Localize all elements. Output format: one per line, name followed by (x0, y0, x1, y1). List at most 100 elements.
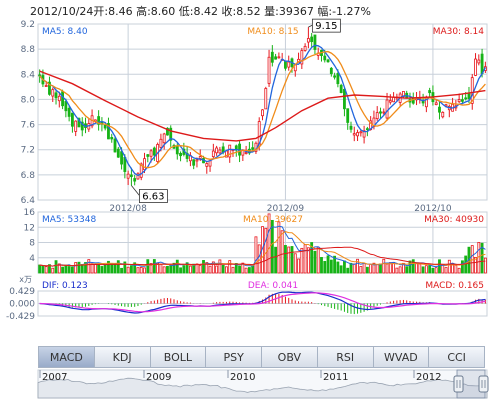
candle-body (428, 90, 432, 94)
candle-body (333, 75, 337, 78)
tab-rsi[interactable]: RSI (317, 346, 374, 368)
ma30-line (39, 70, 486, 142)
candle-body (61, 91, 64, 107)
candle-body (97, 116, 101, 125)
volume-bar (120, 267, 123, 274)
volume-bar (431, 267, 435, 274)
volume-bar (87, 259, 91, 274)
candle-body (329, 67, 333, 75)
volume-bar (238, 265, 241, 274)
volume-bar (408, 260, 412, 274)
volume-bar (424, 265, 428, 274)
candle-body (120, 151, 123, 165)
volume-bar (202, 260, 205, 274)
volume-bar (343, 260, 346, 274)
price-tick-label: 7.2 (21, 146, 35, 156)
candle-body (159, 138, 163, 148)
volume-bar (38, 264, 42, 274)
volume-unit-label: x万 (19, 275, 32, 284)
volume-bar (218, 259, 222, 274)
volume-bar (382, 258, 386, 274)
candle-body (67, 107, 71, 117)
candle-body (113, 138, 117, 153)
volume-bar (51, 267, 55, 274)
annotation-label: 9.15 (315, 21, 337, 32)
candle-body (169, 127, 173, 141)
tab-psy[interactable]: PSY (206, 346, 262, 368)
volume-bar (80, 264, 84, 274)
volume-tick-label: 8 (29, 239, 35, 249)
volume-bar (287, 246, 291, 274)
candle-body (359, 131, 363, 134)
candle-body (215, 147, 219, 154)
candle-body (129, 174, 133, 177)
candle-body (339, 84, 343, 93)
tab-kdj[interactable]: KDJ (94, 346, 151, 368)
volume-bar (379, 263, 382, 274)
candle-body (310, 36, 314, 43)
tab-macd[interactable]: MACD (38, 346, 95, 368)
volume-bar (172, 262, 176, 274)
volume-bar (274, 246, 278, 274)
volume-bar (483, 257, 487, 274)
volume-bar (323, 261, 327, 274)
overview-year-label: 2007 (42, 372, 67, 383)
volume-bar (169, 265, 173, 274)
volume-ma30-line (39, 246, 486, 267)
tab-boll[interactable]: BOLL (150, 346, 207, 368)
overview-area (37, 377, 488, 399)
volume-bar (143, 267, 146, 274)
volume-bar (44, 266, 48, 274)
candle-body (166, 127, 169, 136)
candle-body (192, 159, 196, 166)
range-handle-left[interactable] (453, 375, 464, 393)
price-tick-label: 8.8 (21, 45, 36, 55)
quote-header: 2012/10/24开:8.46 高:8.60 低:8.42 收:8.52 量:… (30, 4, 371, 18)
macd-tick-label: 0.429 (9, 287, 35, 297)
candle-body (470, 77, 474, 104)
candle-body (264, 88, 268, 110)
candle-body (195, 159, 199, 162)
volume-bar (221, 264, 225, 274)
candle-body (382, 111, 386, 114)
annotation-leader (131, 185, 140, 196)
volume-bar (225, 266, 228, 274)
volume-bar (182, 265, 186, 274)
volume-bar (166, 265, 169, 274)
candle-body (349, 125, 353, 130)
price-tick-label: 7.6 (21, 121, 36, 131)
volume-bar (162, 266, 166, 274)
volume-bar (464, 255, 468, 274)
tab-cci[interactable]: CCI (429, 346, 485, 368)
volume-bar (375, 264, 379, 274)
price-tick-label: 6.4 (21, 196, 36, 206)
candle-body (274, 56, 278, 60)
candle-body (103, 124, 107, 129)
volume-bar (100, 266, 104, 274)
volume-bar (290, 246, 294, 274)
volume-bar (297, 258, 300, 274)
candle-body (80, 121, 84, 131)
candle-body (162, 133, 166, 144)
candle-body (175, 145, 179, 155)
candle-body (70, 112, 74, 127)
tab-obv[interactable]: OBV (262, 346, 318, 368)
volume-bar (48, 264, 51, 274)
volume-bar (198, 264, 202, 274)
macd-legend: MACD: 0.165 (425, 281, 484, 291)
candle-body (211, 150, 215, 158)
volume-bar (359, 266, 363, 274)
range-handle-right[interactable] (478, 375, 489, 393)
tab-wvad[interactable]: WVAD (373, 346, 430, 368)
candle-body (261, 109, 264, 117)
volume-bar (133, 262, 137, 274)
candle-body (467, 93, 471, 100)
volume-bar (474, 256, 477, 274)
candle-body (284, 61, 287, 69)
volume-ma10-legend: MA10: 39627 (243, 215, 303, 225)
candle-body (51, 89, 55, 97)
candle-body (379, 111, 382, 114)
candle-body (139, 163, 143, 178)
volume-bar (415, 262, 418, 274)
